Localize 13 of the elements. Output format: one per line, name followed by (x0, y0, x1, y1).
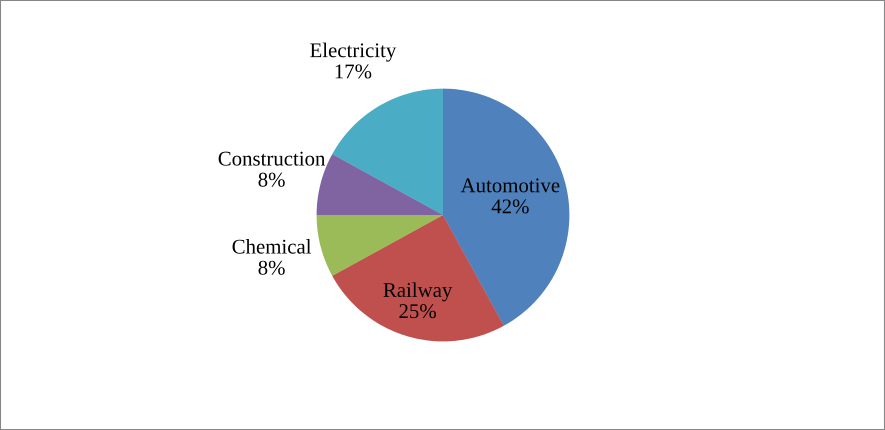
slice-label: Railway (383, 282, 452, 302)
data-label: 17% (336, 64, 372, 79)
slice-label: Electricity (310, 42, 396, 62)
data-label: 8% (258, 172, 285, 187)
pie-slice (316, 215, 443, 276)
pie-slice (332, 88, 443, 215)
pie-slice (332, 215, 504, 342)
data-label: 8% (258, 260, 285, 275)
data-label: 25% (399, 304, 436, 318)
slice-label: Automotive (460, 178, 560, 192)
slice-label: Chemical (232, 239, 312, 254)
data-label: 42% (492, 199, 529, 214)
slice-label: Construction (218, 152, 326, 166)
